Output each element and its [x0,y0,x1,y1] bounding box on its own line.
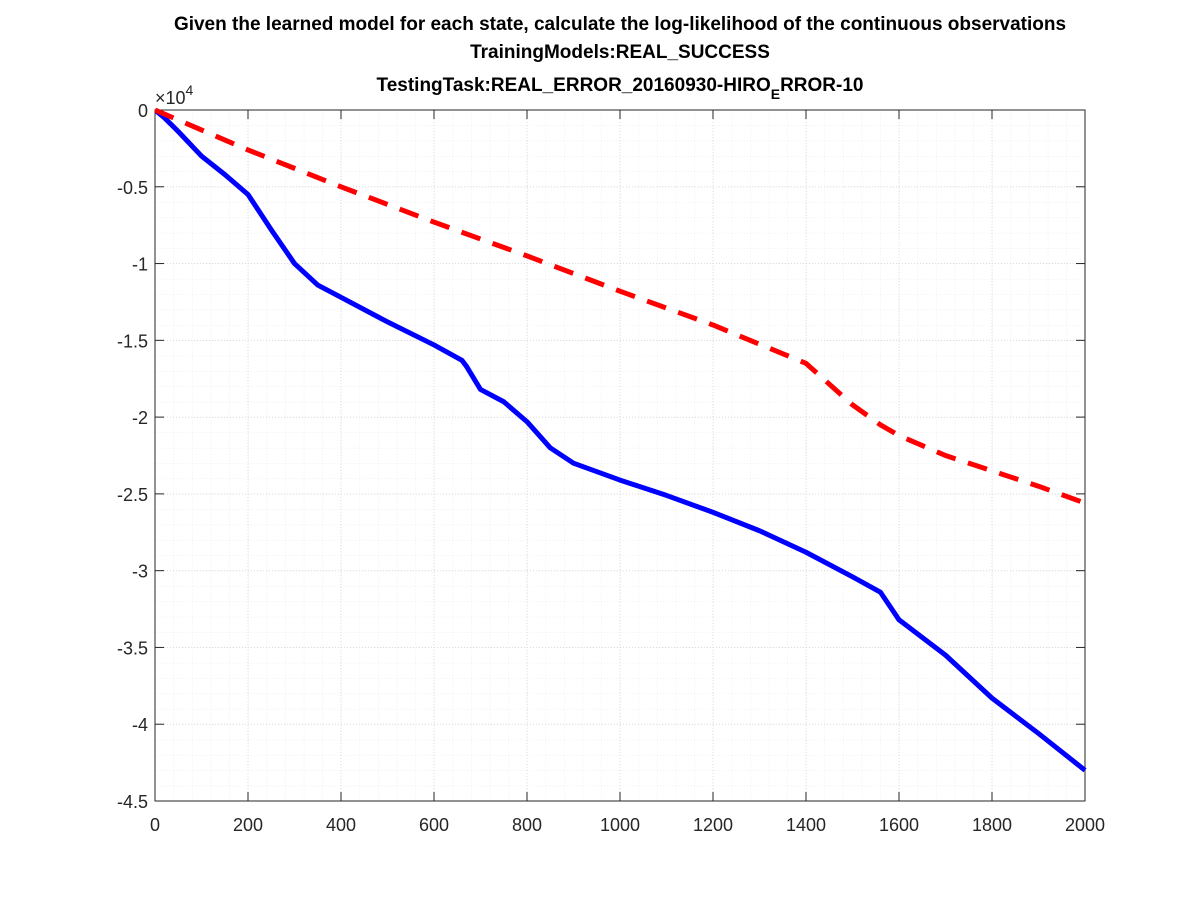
x-tick-label: 800 [512,815,542,835]
chart-subtitle: TestingTask:REAL_ERROR_20160930-HIROERRO… [377,75,864,102]
x-tick-label: 400 [326,815,356,835]
plot-area: 0 200 400 600 800 1000 1200 1400 1600 1800 2000 0 -0… [117,101,1105,835]
exponent-power: 4 [186,82,194,98]
x-tick-label: 600 [419,815,449,835]
y-tick-label: -2 [132,408,148,428]
data-line [155,107,1086,506]
y-tick-label: -0.5 [117,178,148,198]
chart-title: Given the learned model for each state, … [174,14,1066,35]
chart-subtitle: TrainingModels:REAL_SUCCESS [470,42,770,63]
x-tick-label: 200 [233,815,263,835]
y-tick-label: -3 [132,562,148,582]
x-tick-label: 0 [150,815,160,835]
exponent-base: ×10 [155,88,186,108]
y-tick-label: -3.5 [117,638,148,658]
title-subscript: E [771,86,780,102]
axes-box [154,109,1086,802]
y-tick-label: -1.5 [117,331,148,351]
x-tick-label: 1800 [972,815,1012,835]
x-tick-label: 1000 [600,815,640,835]
y-tick-label: -1 [132,255,148,275]
data-line [155,108,1087,773]
y-tick-label: -4 [132,715,148,735]
title-part: RROR-10 [780,75,863,96]
y-tick-label: -4.5 [117,792,148,812]
x-tick-label: 1200 [693,815,733,835]
x-tick-label: 1400 [786,815,826,835]
title-part: TestingTask:REAL_ERROR_20160930-HIRO [377,75,771,96]
x-tick-label: 2000 [1065,815,1105,835]
y-tick-label: -2.5 [117,485,148,505]
y-exponent: ×104 [155,82,194,108]
x-tick-label: 1600 [879,815,919,835]
y-tick-label: 0 [138,101,148,121]
